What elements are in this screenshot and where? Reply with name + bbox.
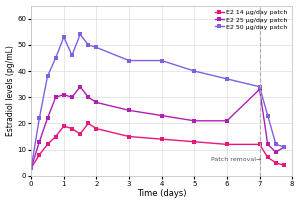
E2 25 μg/day patch xyxy=(282,146,286,148)
E2 50 μg/day patch xyxy=(225,78,229,80)
Line: E2 25 μg/day patch: E2 25 μg/day patch xyxy=(29,85,286,170)
E2 25 μg/day patch xyxy=(274,151,278,153)
E2 14 μg/day patch xyxy=(62,125,66,127)
E2 25 μg/day patch xyxy=(54,96,58,99)
E2 14 μg/day patch xyxy=(258,143,261,146)
E2 25 μg/day patch xyxy=(29,167,33,169)
Line: E2 14 μg/day patch: E2 14 μg/day patch xyxy=(29,122,286,170)
E2 50 μg/day patch xyxy=(258,85,261,88)
E2 14 μg/day patch xyxy=(274,162,278,164)
E2 25 μg/day patch xyxy=(225,120,229,122)
E2 50 μg/day patch xyxy=(46,75,49,78)
E2 14 μg/day patch xyxy=(225,143,229,146)
E2 50 μg/day patch xyxy=(86,44,90,46)
E2 14 μg/day patch xyxy=(46,143,49,146)
E2 50 μg/day patch xyxy=(127,59,131,62)
E2 50 μg/day patch xyxy=(38,117,41,119)
E2 14 μg/day patch xyxy=(86,122,90,125)
E2 50 μg/day patch xyxy=(62,36,66,38)
E2 14 μg/day patch xyxy=(54,135,58,138)
E2 50 μg/day patch xyxy=(193,70,196,72)
E2 50 μg/day patch xyxy=(266,114,269,117)
E2 50 μg/day patch xyxy=(94,46,98,49)
E2 14 μg/day patch xyxy=(282,164,286,166)
E2 25 μg/day patch xyxy=(70,96,74,99)
E2 25 μg/day patch xyxy=(266,143,269,146)
E2 25 μg/day patch xyxy=(193,120,196,122)
E2 25 μg/day patch xyxy=(46,117,49,119)
E2 25 μg/day patch xyxy=(160,114,164,117)
E2 14 μg/day patch xyxy=(29,167,33,169)
E2 25 μg/day patch xyxy=(38,141,41,143)
E2 25 μg/day patch xyxy=(78,85,82,88)
E2 14 μg/day patch xyxy=(266,156,269,159)
E2 14 μg/day patch xyxy=(127,135,131,138)
E2 14 μg/day patch xyxy=(78,133,82,135)
E2 50 μg/day patch xyxy=(29,167,33,169)
Line: E2 50 μg/day patch: E2 50 μg/day patch xyxy=(29,33,286,170)
E2 25 μg/day patch xyxy=(258,88,261,91)
E2 25 μg/day patch xyxy=(127,109,131,112)
E2 50 μg/day patch xyxy=(54,57,58,59)
Text: Patch removal→: Patch removal→ xyxy=(211,157,261,162)
E2 25 μg/day patch xyxy=(62,93,66,96)
E2 50 μg/day patch xyxy=(282,146,286,148)
E2 14 μg/day patch xyxy=(160,138,164,140)
Legend: E2 14 μg/day patch, E2 25 μg/day patch, E2 50 μg/day patch: E2 14 μg/day patch, E2 25 μg/day patch, … xyxy=(213,9,289,31)
E2 25 μg/day patch xyxy=(94,101,98,104)
E2 50 μg/day patch xyxy=(78,33,82,35)
E2 14 μg/day patch xyxy=(70,128,74,130)
E2 50 μg/day patch xyxy=(160,59,164,62)
Y-axis label: Estradiol levels (pg/mL): Estradiol levels (pg/mL) xyxy=(6,45,15,136)
E2 25 μg/day patch xyxy=(86,96,90,99)
E2 50 μg/day patch xyxy=(70,54,74,57)
E2 14 μg/day patch xyxy=(38,154,41,156)
E2 14 μg/day patch xyxy=(94,128,98,130)
X-axis label: Time (days): Time (days) xyxy=(137,190,186,198)
E2 14 μg/day patch xyxy=(193,141,196,143)
E2 50 μg/day patch xyxy=(274,143,278,146)
